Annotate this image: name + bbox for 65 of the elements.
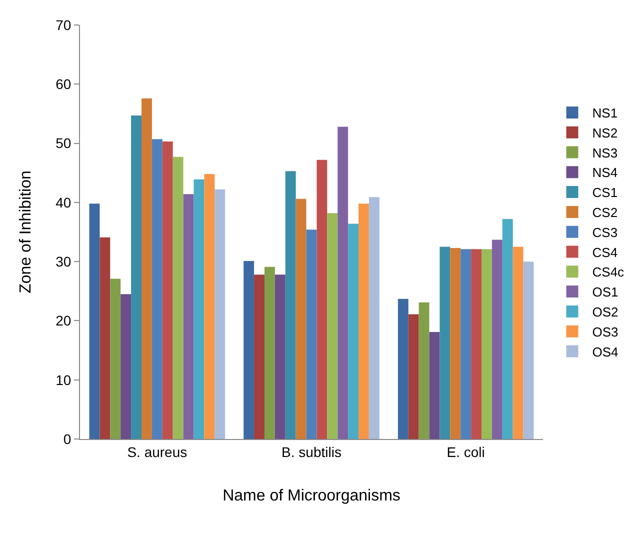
y-tick-label: 40 [56,194,72,210]
bar [296,198,306,439]
legend-label: NS3 [592,145,618,160]
y-tick-label: 50 [56,135,72,152]
y-tick-label: 10 [56,372,72,388]
legend-label: OS4 [592,344,618,360]
bar [316,160,328,439]
x-tick-label: B. subtilis [282,444,342,460]
legend-label: CS4 [592,244,618,260]
bar [274,274,286,439]
bar [162,142,173,439]
bar [214,189,226,439]
bar [512,246,524,439]
y-tick-label: 70 [56,16,72,33]
bar [327,213,338,439]
bar [492,240,502,439]
bar [408,314,419,439]
legend-label: NS1 [592,106,618,121]
y-tick-label: 30 [56,253,72,270]
bar [440,246,450,439]
bar [368,197,380,439]
bar [306,230,317,439]
x-tick-label: E. coli [446,444,485,460]
legend-label: CS1 [592,185,618,200]
bar [338,126,348,439]
x-tick-label: S. aureus [127,444,188,460]
bar [194,179,204,439]
bar [418,302,430,439]
y-tick-label: 0 [63,430,72,447]
legend-label: NS2 [592,125,618,140]
bar [450,248,461,439]
legend-label: NS4 [592,165,618,180]
bar [120,294,132,439]
x-axis-title: Name of Microorganisms [222,488,400,504]
bar [204,174,215,439]
legend-label: OS3 [592,324,618,340]
bar [471,249,482,439]
legend-label: CS2 [592,205,618,220]
legend-label: CS3 [592,224,618,240]
bar [285,171,296,439]
bar [358,204,369,439]
bar [89,204,100,439]
bar [348,224,359,439]
bar [142,98,152,439]
bar [254,274,264,439]
bar [131,115,142,439]
legend-label: OS2 [592,304,618,320]
bar [152,139,162,439]
bar [110,278,121,439]
y-tick-label: 60 [56,76,72,92]
bar [523,262,534,439]
bar [100,237,110,439]
legend-label: OS1 [592,284,618,300]
y-tick-label: 20 [56,312,72,329]
y-axis-title: Zone of Inhibition [18,170,35,294]
bar [460,249,472,439]
legend-label: CS4c [592,264,625,280]
bar [264,266,275,439]
bar [183,194,194,439]
bar [429,332,440,439]
bar [482,249,492,439]
bar [244,260,254,439]
bar [398,298,408,439]
bar [502,218,513,439]
bar [172,156,184,439]
